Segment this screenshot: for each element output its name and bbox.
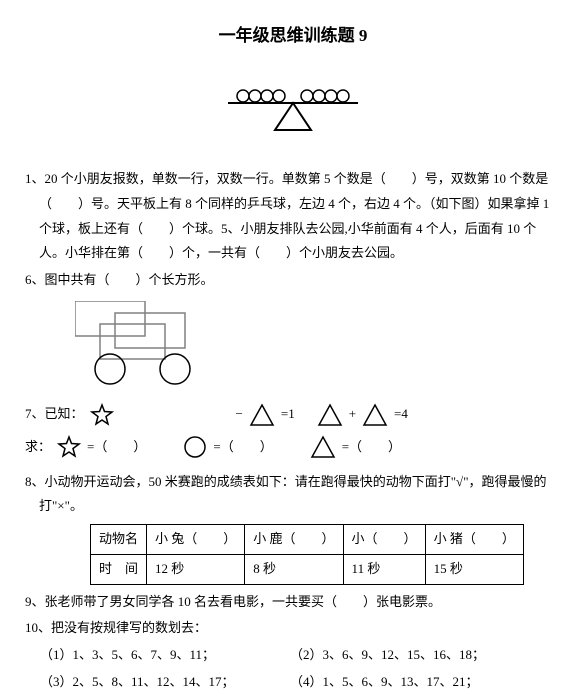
- results-table: 动物名 小 兔（ ） 小 鹿（ ） 小（ ） 小 猪（ ） 时 间 12 秒 8…: [90, 524, 524, 584]
- table-cell: 12 秒: [147, 554, 245, 584]
- question-1: 1、20 个小朋友报数，单数一行，双数一行。单数第 5 个数是（ ）号，双数第 …: [25, 167, 561, 266]
- option-2: （2）3、6、9、12、15、16、18；: [290, 643, 540, 668]
- table-cell: 小（ ）: [343, 525, 425, 555]
- option-4: （4）1、5、6、9、13、17、21；: [290, 670, 540, 695]
- eq1-rhs: =1: [281, 402, 295, 427]
- table-row: 动物名 小 兔（ ） 小 鹿（ ） 小（ ） 小 猪（ ）: [91, 525, 524, 555]
- page-title: 一年级思维训练题 9: [25, 20, 561, 52]
- star-icon: [90, 403, 114, 427]
- table-cell: 15 秒: [425, 554, 523, 584]
- triangle-icon: [310, 435, 336, 459]
- balance-figure: [25, 82, 561, 142]
- question-10: 10、把没有按规律写的数划去：: [25, 616, 561, 641]
- triangle-icon: [249, 403, 275, 427]
- s1-eq: =（ ）: [87, 435, 146, 460]
- table-cell: 11 秒: [343, 554, 425, 584]
- table-cell: 小 鹿（ ）: [245, 525, 343, 555]
- table-row: 时 间 12 秒 8 秒 11 秒 15 秒: [91, 554, 524, 584]
- s2-eq: =（ ）: [213, 435, 272, 460]
- option-1: （1）1、3、5、6、7、9、11；: [40, 643, 290, 668]
- q7-ask: 求：: [25, 435, 51, 460]
- question-9: 9、张老师带了男女同学各 10 名去看电影，一共要买（ ）张电影票。: [25, 590, 561, 615]
- minus: −: [236, 402, 243, 427]
- question-8: 8、小动物开运动会，50 米赛跑的成绩表如下：请在跑得最快的动物下面打"√"，跑…: [25, 470, 561, 519]
- table-cell: 小 兔（ ）: [147, 525, 245, 555]
- question-7-ask: 求： =（ ） =（ ） =（ ）: [25, 435, 561, 460]
- question-6: 6、图中共有（ ）个长方形。: [25, 268, 561, 293]
- plus: +: [349, 402, 356, 427]
- rect-figure: [75, 301, 561, 395]
- question-7: 7、已知： − =1 + =4: [25, 402, 561, 427]
- table-cell: 动物名: [91, 525, 147, 555]
- table-cell: 8 秒: [245, 554, 343, 584]
- triangle-icon: [362, 403, 388, 427]
- s3-eq: =（ ）: [342, 435, 401, 460]
- table-cell: 时 间: [91, 554, 147, 584]
- q10-options: （1）1、3、5、6、7、9、11； （2）3、6、9、12、15、16、18；…: [40, 643, 561, 696]
- star-icon: [57, 435, 81, 459]
- triangle-icon: [317, 403, 343, 427]
- option-3: （3）2、5、8、11、12、14、17；: [40, 670, 290, 695]
- q7-label: 7、已知：: [25, 402, 84, 427]
- table-cell: 小 猪（ ）: [425, 525, 523, 555]
- eq2-rhs: =4: [394, 402, 408, 427]
- circle-icon: [183, 435, 207, 459]
